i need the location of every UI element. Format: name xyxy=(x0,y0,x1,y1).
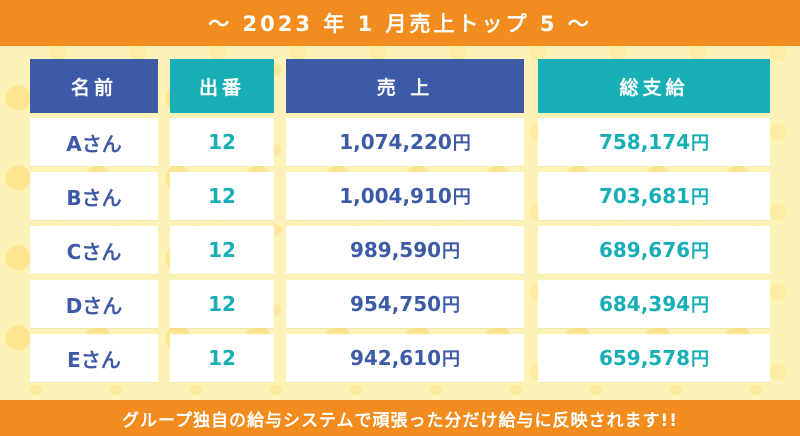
row-sales: 954,750 円 xyxy=(286,280,524,328)
row-shifts: 12 xyxy=(170,226,274,274)
pay-value: 703,681 xyxy=(598,184,691,208)
row-total-pay: 659,578 円 xyxy=(538,334,770,382)
row-sales: 1,004,910 円 xyxy=(286,172,524,220)
column-header-name: 名前 xyxy=(30,59,158,113)
sales-value: 954,750 xyxy=(349,292,442,316)
sales-value: 1,004,910 xyxy=(339,184,452,208)
pay-value: 659,578 xyxy=(598,346,691,370)
currency-unit: 円 xyxy=(452,133,471,154)
column-header-shifts: 出番 xyxy=(170,59,274,113)
currency-unit: 円 xyxy=(442,349,461,370)
currency-unit: 円 xyxy=(452,187,471,208)
footer-message: グループ独自の給与システムで頑張った分だけ給与に反映されます!! xyxy=(122,410,678,431)
row-total-pay: 758,174 円 xyxy=(538,118,770,166)
currency-unit: 円 xyxy=(442,295,461,316)
row-sales: 989,590 円 xyxy=(286,226,524,274)
page-title: ～ 2023 年 1 月売上トップ 5 ～ xyxy=(208,12,592,36)
currency-unit: 円 xyxy=(691,133,710,154)
sales-value: 942,610 xyxy=(349,346,442,370)
row-name: Bさん xyxy=(30,172,158,220)
row-total-pay: 689,676 円 xyxy=(538,226,770,274)
row-name: Dさん xyxy=(30,280,158,328)
title-bar: ～ 2023 年 1 月売上トップ 5 ～ xyxy=(0,0,800,46)
currency-unit: 円 xyxy=(691,295,710,316)
row-sales: 1,074,220 円 xyxy=(286,118,524,166)
row-sales: 942,610 円 xyxy=(286,334,524,382)
currency-unit: 円 xyxy=(691,349,710,370)
row-total-pay: 703,681 円 xyxy=(538,172,770,220)
row-shifts: 12 xyxy=(170,280,274,328)
pay-value: 684,394 xyxy=(598,292,691,316)
row-name: Eさん xyxy=(30,334,158,382)
pay-value: 689,676 xyxy=(598,238,691,262)
row-shifts: 12 xyxy=(170,172,274,220)
currency-unit: 円 xyxy=(442,241,461,262)
sales-value: 989,590 xyxy=(349,238,442,262)
footer-bar: グループ独自の給与システムで頑張った分だけ給与に反映されます!! xyxy=(0,400,800,436)
currency-unit: 円 xyxy=(691,241,710,262)
row-name: Cさん xyxy=(30,226,158,274)
pay-value: 758,174 xyxy=(598,130,691,154)
row-name: Aさん xyxy=(30,118,158,166)
column-header-total-pay: 総支給 xyxy=(538,59,770,113)
row-shifts: 12 xyxy=(170,118,274,166)
row-shifts: 12 xyxy=(170,334,274,382)
sales-value: 1,074,220 xyxy=(339,130,452,154)
currency-unit: 円 xyxy=(691,187,710,208)
column-header-sales: 売 上 xyxy=(286,59,524,113)
row-total-pay: 684,394 円 xyxy=(538,280,770,328)
